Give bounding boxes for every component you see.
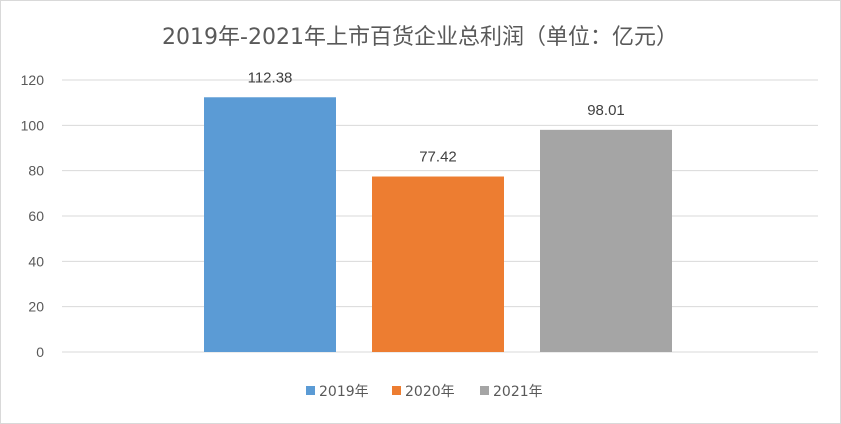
legend-label: 2020年 bbox=[405, 384, 455, 400]
gridlines bbox=[62, 79, 818, 353]
bar bbox=[540, 129, 672, 352]
chart-title: 2019年-2021年上市百货企业总利润（单位：亿元） bbox=[162, 25, 678, 50]
y-tick-label: 60 bbox=[28, 208, 44, 224]
legend-label: 2019年 bbox=[319, 384, 369, 400]
legend-swatch bbox=[392, 386, 401, 395]
legend-label: 2021年 bbox=[493, 384, 543, 400]
bars bbox=[204, 97, 672, 352]
legend: 2019年 2020年 2021年 bbox=[306, 384, 543, 400]
legend-swatch bbox=[480, 386, 489, 395]
data-labels: 112.38 77.42 98.01 bbox=[248, 69, 625, 165]
legend-swatch bbox=[306, 386, 315, 395]
bar bbox=[204, 97, 336, 352]
data-label: 112.38 bbox=[248, 69, 293, 86]
y-tick-label: 20 bbox=[28, 299, 44, 315]
y-tick-label: 100 bbox=[21, 117, 45, 133]
y-tick-label: 40 bbox=[28, 253, 44, 269]
y-tick-label: 120 bbox=[21, 72, 45, 88]
bar bbox=[372, 176, 504, 352]
y-axis-ticks: 0 20 40 60 80 100 120 bbox=[21, 72, 45, 360]
data-label: 98.01 bbox=[587, 102, 625, 119]
y-tick-label: 80 bbox=[28, 163, 44, 179]
data-label: 77.42 bbox=[419, 149, 457, 166]
y-tick-label: 0 bbox=[36, 344, 44, 360]
